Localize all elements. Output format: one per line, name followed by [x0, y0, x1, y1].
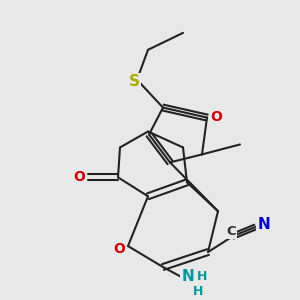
Text: S: S	[128, 74, 140, 89]
Text: C: C	[226, 225, 236, 238]
Text: N: N	[182, 269, 194, 284]
Text: O: O	[73, 170, 85, 184]
Text: O: O	[210, 110, 222, 124]
Text: H: H	[193, 285, 203, 298]
Text: O: O	[113, 242, 125, 256]
Text: N: N	[258, 217, 270, 232]
Text: H: H	[197, 271, 207, 284]
